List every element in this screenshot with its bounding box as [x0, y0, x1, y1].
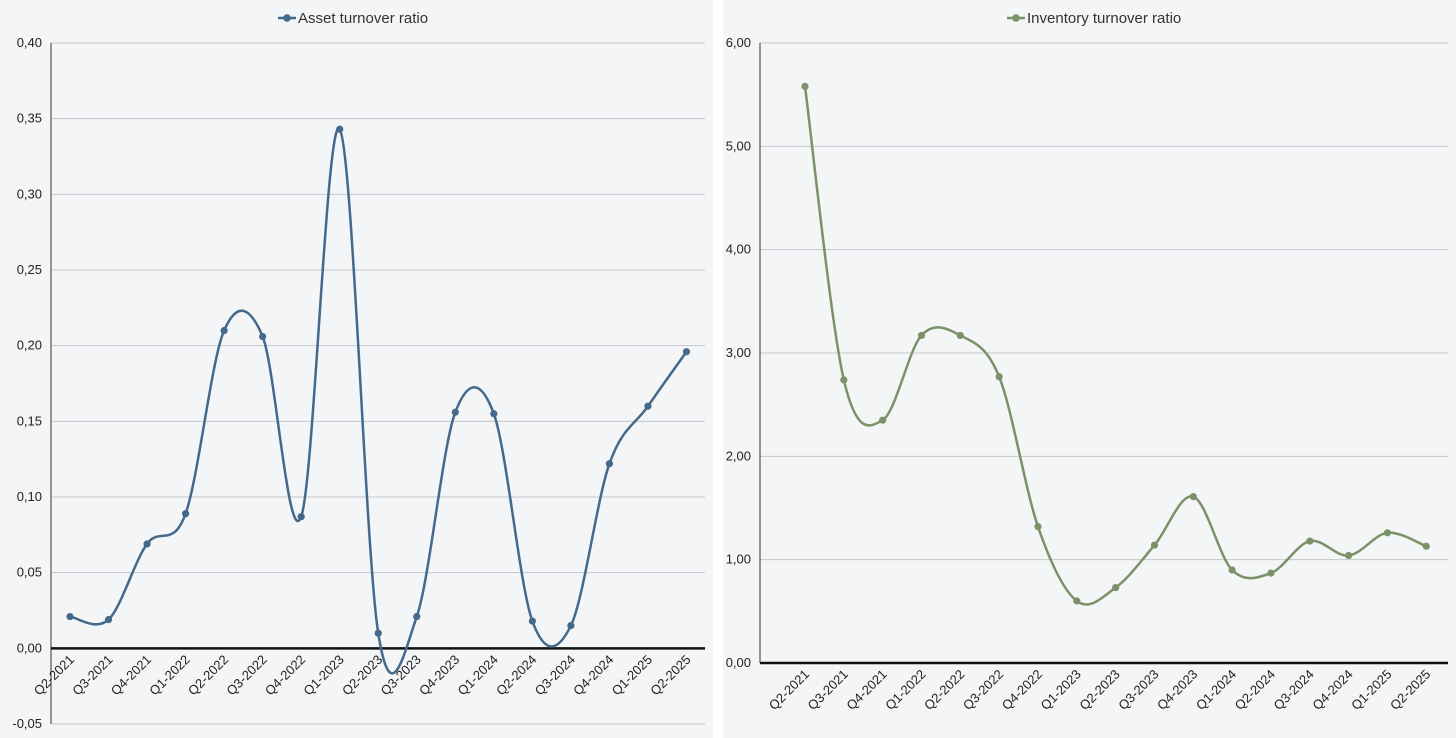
legend-label: Asset turnover ratio — [298, 10, 428, 27]
y-tick-label: 0,30 — [17, 186, 42, 201]
x-tick-label: Q2-2025 — [647, 652, 693, 698]
data-point — [1383, 529, 1392, 537]
data-point — [917, 331, 926, 340]
y-tick-label: 0,05 — [17, 565, 42, 580]
y-tick-label: 4,00 — [726, 242, 751, 257]
x-tick-label: Q2-2022 — [921, 667, 967, 713]
y-tick-label: 0,00 — [726, 655, 751, 670]
y-tick-label: 0,25 — [17, 262, 42, 277]
x-tick-label: Q3-2022 — [223, 652, 269, 698]
x-tick-label: Q1-2025 — [1348, 667, 1394, 713]
data-point — [682, 348, 691, 356]
x-tick-label: Q1-2025 — [609, 652, 655, 698]
data-point — [1034, 523, 1042, 531]
legend: Asset turnover ratio — [278, 10, 428, 27]
data-point — [840, 376, 848, 384]
x-tick-label: Q2-2023 — [339, 652, 385, 698]
x-tick-label: Q3-2022 — [960, 667, 1006, 713]
data-point — [1422, 542, 1430, 550]
x-tick-label: Q4-2022 — [262, 652, 308, 698]
data-point — [143, 540, 151, 548]
inventory-turnover-chart: 0,001,002,003,004,005,006,00Q2-2021Q3-20… — [726, 10, 1448, 713]
inventory-turnover-chart-panel: 0,00 1,00 2,00 3,00 4,00 5,00 6,00 Q2-2021 Q3-20… — [723, 0, 1456, 738]
data-point — [220, 326, 228, 335]
data-point — [413, 612, 421, 621]
y-tick-label: 2,00 — [726, 448, 751, 463]
legend-label: Inventory turnover ratio — [1027, 10, 1181, 27]
x-tick-label: Q2-2025 — [1387, 667, 1433, 713]
y-tick-label: 0,15 — [17, 413, 42, 428]
series-line — [803, 86, 1427, 606]
legend-marker-icon — [1012, 14, 1020, 22]
x-tick-label: Q1-2024 — [1193, 667, 1239, 713]
data-point — [259, 332, 267, 341]
data-point — [104, 615, 113, 624]
y-tick-label: 0,20 — [17, 338, 42, 353]
y-tick-label: 5,00 — [726, 138, 751, 153]
data-point — [1345, 551, 1353, 560]
x-tick-label: Q4-2023 — [416, 652, 462, 698]
data-point — [336, 125, 344, 133]
x-tick-label: Q3-2024 — [532, 652, 578, 698]
data-point — [801, 82, 809, 90]
data-point — [181, 510, 190, 518]
x-tick-label: Q2-2024 — [1232, 667, 1278, 713]
data-point — [1306, 537, 1314, 545]
data-point — [1228, 566, 1236, 574]
legend-marker-icon — [283, 14, 291, 22]
y-tick-label: 6,00 — [726, 35, 751, 50]
data-point — [374, 629, 382, 637]
data-point — [605, 460, 614, 468]
x-tick-label: Q3-2023 — [1115, 667, 1161, 713]
asset-turnover-chart-panel: -0,05 0,00 0,05 0,10 0,15 0,20 0,25 0,30 0,35 0,4… — [0, 0, 713, 738]
data-point — [297, 513, 305, 521]
y-tick-label: 1,00 — [726, 552, 751, 567]
data-point — [528, 617, 536, 625]
x-tick-label: Q4-2023 — [1154, 667, 1200, 713]
asset-turnover-chart: -0,05 0,00 0,05 0,10 0,15 0,20 0,25 0,30 0,35 0,4… — [12, 10, 705, 731]
x-tick-label: Q4-2024 — [570, 652, 616, 698]
data-point — [66, 612, 74, 621]
x-tick-label: Q2-2023 — [1076, 667, 1122, 713]
x-tick-label: Q2-2022 — [185, 652, 231, 698]
series-line — [69, 127, 688, 675]
data-point — [956, 331, 964, 340]
data-point — [1189, 493, 1197, 501]
x-tick-label: Q2-2021 — [31, 652, 77, 698]
x-tick-label: Q4-2021 — [843, 667, 889, 713]
x-tick-label: Q4-2024 — [1309, 667, 1355, 713]
data-point — [1112, 583, 1120, 592]
x-tick-label: Q3-2021 — [69, 652, 115, 698]
data-point — [567, 622, 575, 630]
x-tick-label: Q4-2021 — [108, 652, 154, 698]
x-tick-label: Q2-2021 — [766, 667, 812, 713]
x-tick-label: Q1-2023 — [1038, 667, 1084, 713]
data-point — [644, 402, 652, 410]
y-tick-label: 3,00 — [726, 345, 751, 360]
data-point — [995, 373, 1003, 381]
x-tick-label: Q4-2022 — [999, 667, 1045, 713]
data-point — [879, 416, 887, 424]
y-tick-label: 0,00 — [17, 640, 42, 655]
data-point — [1150, 541, 1159, 549]
x-tick-label: Q1-2024 — [455, 652, 501, 698]
data-point — [1267, 569, 1275, 577]
y-tick-label: 0,10 — [17, 489, 42, 504]
data-point — [490, 410, 498, 418]
x-tick-label: Q3-2021 — [805, 667, 851, 713]
x-tick-label: Q2-2024 — [493, 652, 539, 698]
y-tick-label: 0,40 — [17, 35, 42, 50]
x-tick-label: Q1-2023 — [300, 652, 346, 698]
x-tick-label: Q1-2022 — [882, 667, 928, 713]
data-point — [1073, 597, 1081, 605]
data-point — [451, 408, 459, 416]
x-tick-label: Q3-2024 — [1271, 667, 1317, 713]
y-tick-label: -0,05 — [12, 716, 42, 731]
legend: Inventory turnover ratio — [1007, 10, 1181, 27]
y-tick-label: 0,35 — [17, 111, 42, 126]
x-tick-label: Q1-2022 — [146, 652, 192, 698]
